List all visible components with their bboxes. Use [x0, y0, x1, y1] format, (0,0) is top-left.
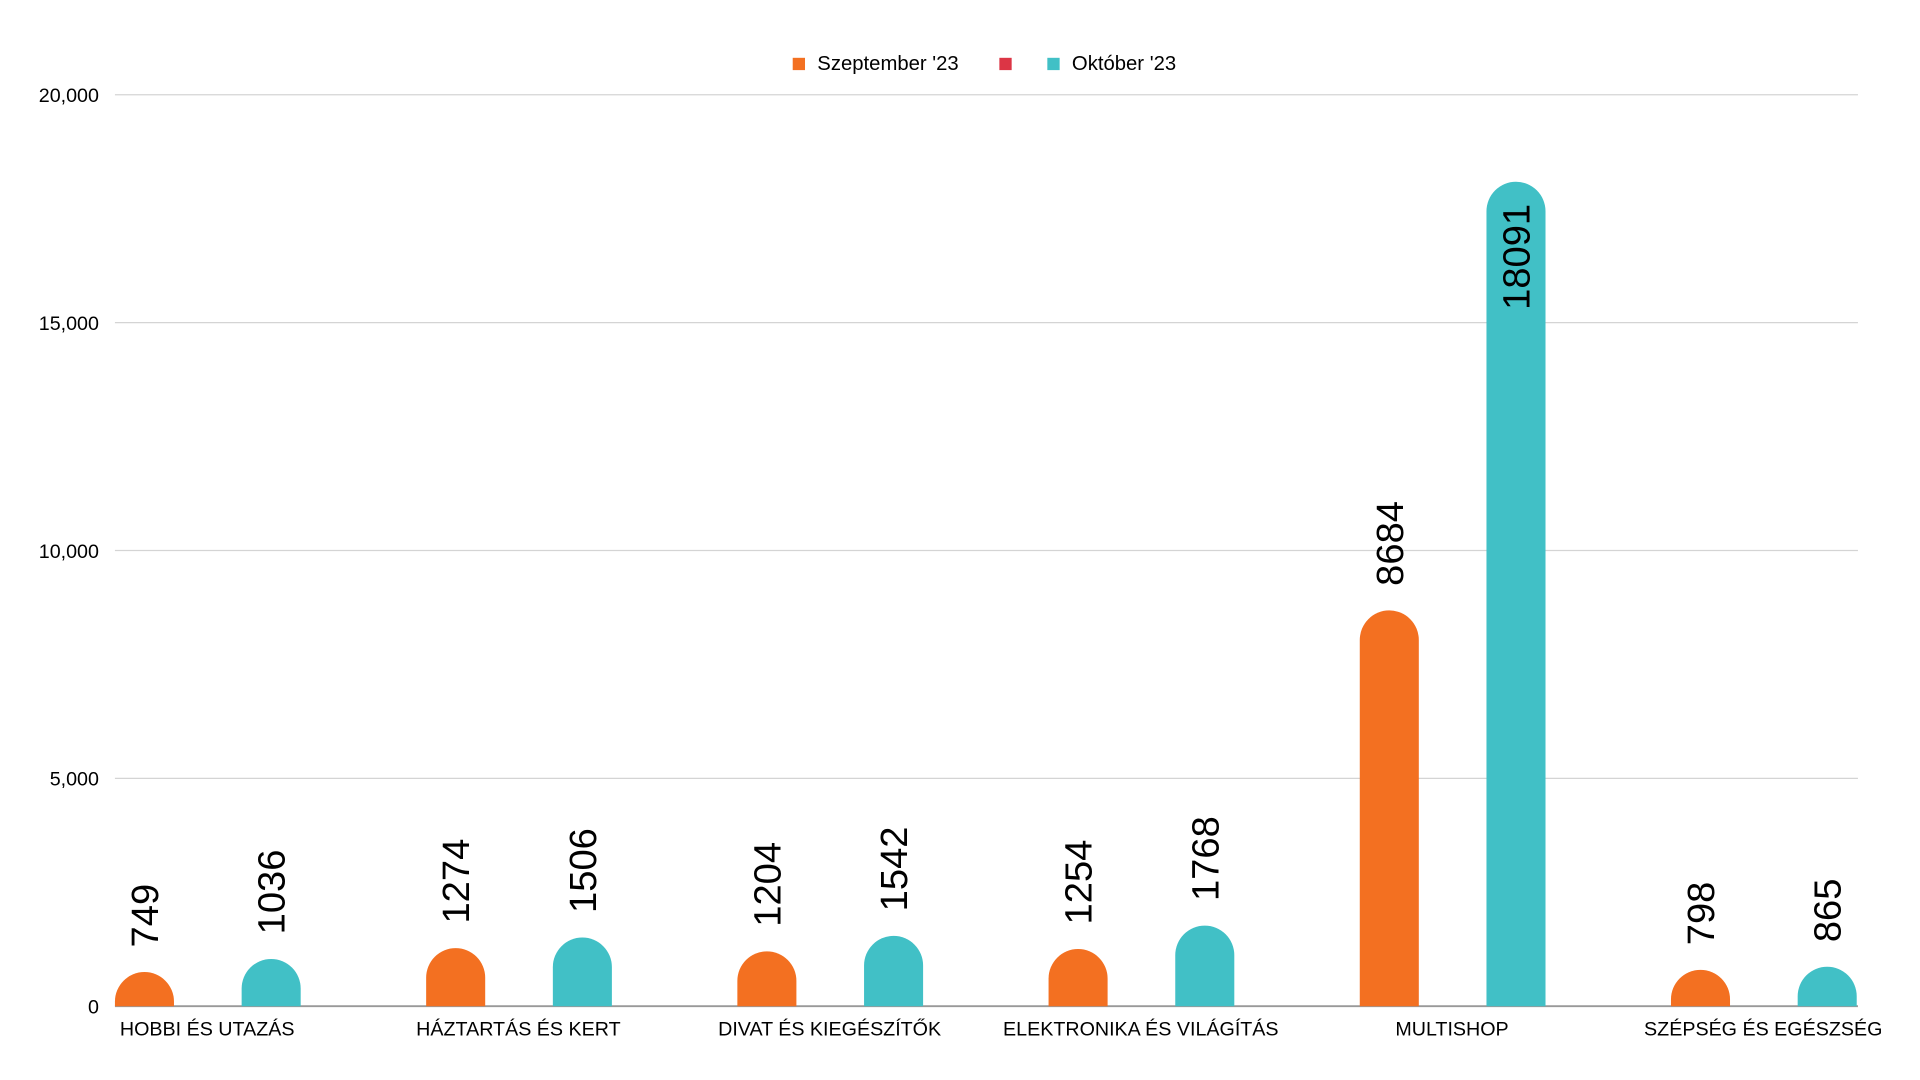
x-tick-label: SZÉPSÉG ÉS EGÉSZSÉG [1644, 1018, 1882, 1041]
x-axis-labels: HOBBI ÉS UTAZÁS HÁZTARTÁS ÉS KERT DIVAT ÉS… [120, 1018, 1882, 1041]
bar-value-label: 749 [124, 884, 167, 948]
legend-swatch [999, 57, 1012, 71]
gridlines: 0 5,000 10,000 15,000 20,000 [39, 85, 1858, 1019]
bar [1797, 966, 1857, 1007]
x-tick-label: HOBBI ÉS UTAZÁS [120, 1018, 295, 1041]
y-tick-label: 5,000 [50, 769, 99, 791]
bar-value-label: 1542 [873, 826, 916, 911]
legend-swatch [792, 57, 806, 71]
bar-value-label: 1036 [251, 850, 294, 935]
x-tick-label: DIVAT ÉS KIEGÉSZÍTŐK [718, 1018, 941, 1041]
bar [1048, 949, 1108, 1007]
bar-value-label: 865 [1807, 879, 1850, 943]
bar [1175, 925, 1235, 1007]
y-tick-label: 10,000 [39, 541, 99, 563]
bar [1670, 969, 1731, 1007]
bar-value-label: 18091 [1496, 204, 1539, 310]
bar [737, 951, 797, 1007]
bar [114, 972, 174, 1007]
bar-value-label: 1768 [1184, 816, 1227, 901]
x-tick-label: MULTISHOP [1395, 1019, 1508, 1041]
bar [1486, 181, 1546, 1007]
bar-value-label: 1274 [435, 839, 478, 924]
legend-swatch [1047, 57, 1060, 71]
bar [552, 937, 612, 1007]
x-tick-label: HÁZTARTÁS ÉS KERT [416, 1018, 620, 1041]
bar-value-label: 1254 [1058, 840, 1101, 925]
x-tick-label: ELEKTRONIKA ÉS VILÁGÍTÁS [1003, 1018, 1279, 1041]
y-tick-label: 15,000 [39, 313, 99, 335]
bar-value-label: 8684 [1369, 501, 1412, 586]
bar [426, 948, 486, 1007]
bar-value-label: 1204 [746, 842, 789, 927]
y-tick-label: 20,000 [39, 85, 99, 107]
legend-label: Szeptember '23 [817, 53, 958, 75]
legend: Szeptember '23 Október '23 [792, 53, 1176, 75]
bar-value-label: 1506 [562, 828, 605, 913]
bar-value-label: 798 [1680, 882, 1723, 946]
bar [1359, 610, 1419, 1007]
y-tick-label: 0 [88, 997, 99, 1019]
bar [241, 958, 301, 1007]
bars: 749 1036 1274 1506 1204 1542 1254 1768 8684 18091… [114, 181, 1857, 1007]
legend-label: Október '23 [1072, 53, 1176, 75]
bar [864, 935, 924, 1007]
